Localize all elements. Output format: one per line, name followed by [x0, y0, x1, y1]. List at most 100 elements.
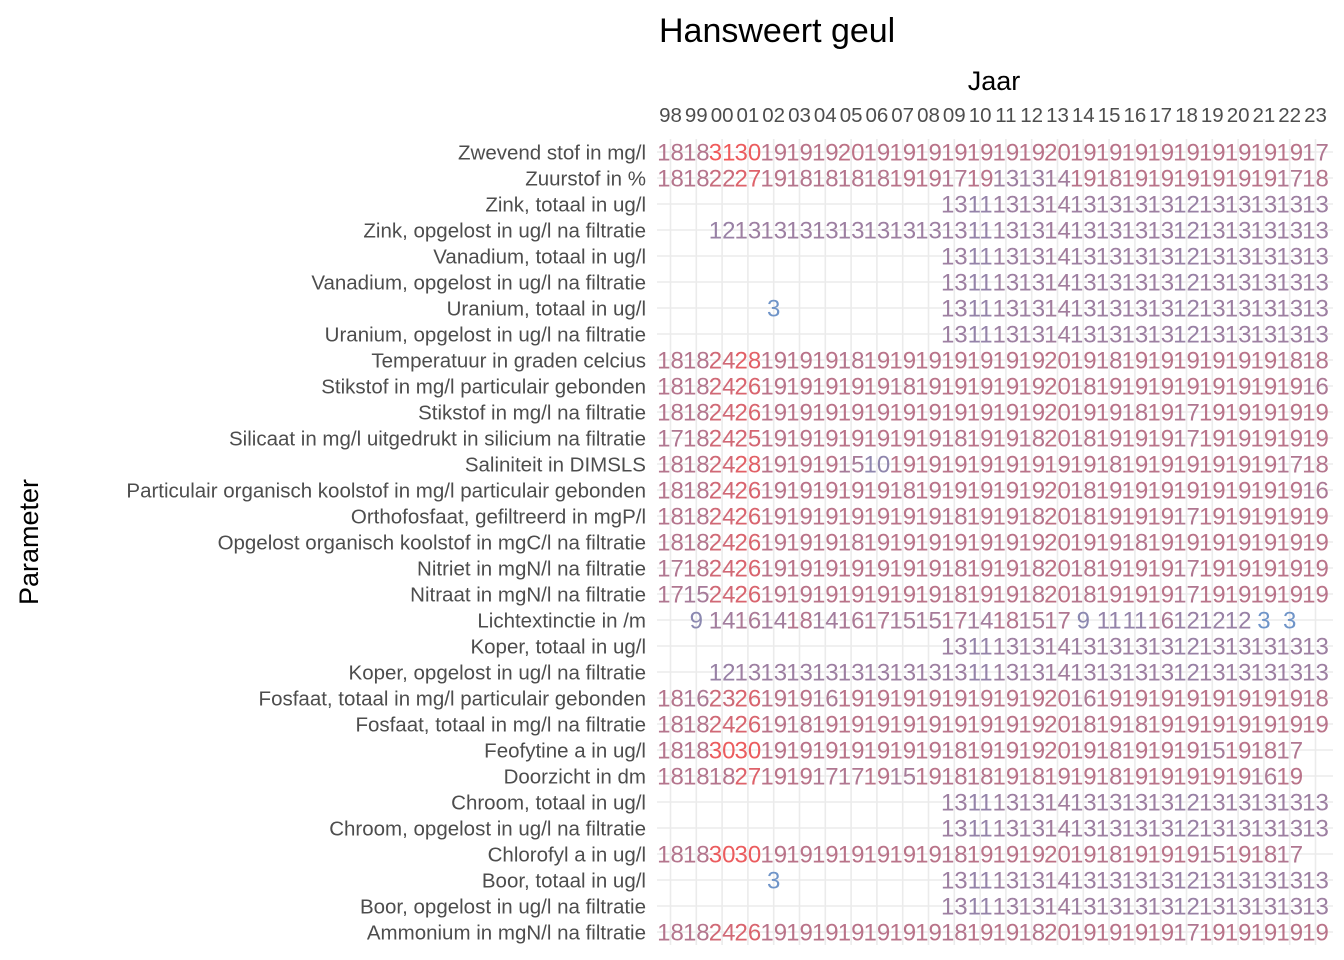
- cell-value: 18: [941, 842, 968, 869]
- cell-value: 19: [967, 842, 994, 869]
- cell-value: 19: [1199, 348, 1226, 375]
- cell-value: 19: [1199, 452, 1226, 479]
- cell-value: 19: [812, 738, 839, 765]
- cell-value: 14: [760, 608, 787, 635]
- cell-value: 13: [1199, 790, 1226, 817]
- cell-value: 18: [683, 140, 710, 167]
- cell-value: 20: [1044, 530, 1071, 557]
- cell-value: 13: [1018, 660, 1045, 687]
- cell-value: 19: [1173, 478, 1200, 505]
- cell-value: 19: [1173, 348, 1200, 375]
- cell-value: 19: [1251, 374, 1278, 401]
- x-tick-label: 03: [788, 104, 811, 127]
- cell-value: 13: [1070, 270, 1097, 297]
- cell-value: 17: [1276, 166, 1303, 193]
- cell-value: 13: [1018, 296, 1045, 323]
- cell-value: 19: [1276, 504, 1303, 531]
- cell-value: 9: [690, 608, 703, 635]
- cell-value: 13: [1302, 244, 1329, 271]
- cell-value: 19: [1173, 686, 1200, 713]
- cell-value: 19: [915, 140, 942, 167]
- cell-value: 19: [786, 842, 813, 869]
- cell-value: 18: [1122, 530, 1149, 557]
- cell-value: 19: [812, 504, 839, 531]
- cell-value: 13: [993, 270, 1020, 297]
- y-tick-label: Boor, opgelost in ug/l na filtratie: [360, 896, 646, 919]
- cell-value: 26: [735, 582, 762, 609]
- cell-value: 18: [657, 920, 684, 947]
- cell-value: 19: [915, 348, 942, 375]
- cell-value: 20: [1044, 712, 1071, 739]
- cell-value: 18: [941, 738, 968, 765]
- cell-value: 13: [993, 634, 1020, 661]
- cell-value: 19: [786, 582, 813, 609]
- cell-value: 19: [1225, 140, 1252, 167]
- cell-value: 19: [1199, 582, 1226, 609]
- cell-value: 19: [1018, 738, 1045, 765]
- x-tick-label: 18: [1175, 104, 1198, 127]
- cell-value: 16: [1302, 374, 1329, 401]
- cell-value: 19: [1147, 140, 1174, 167]
- cell-value: 18: [941, 426, 968, 453]
- cell-value: 13: [1251, 218, 1278, 245]
- cell-value: 19: [1122, 764, 1149, 791]
- cell-value: 13: [1199, 894, 1226, 921]
- cell-value: 13: [1147, 192, 1174, 219]
- cell-value: 19: [786, 738, 813, 765]
- cell-value: 19: [1199, 764, 1226, 791]
- cell-value: 11: [968, 270, 993, 297]
- cell-value: 19: [889, 738, 916, 765]
- x-tick-label: 11: [995, 104, 1016, 127]
- cell-value: 18: [1070, 478, 1097, 505]
- cell-value: 13: [1147, 894, 1174, 921]
- cell-value: 19: [1225, 738, 1252, 765]
- x-tick-label: 23: [1304, 104, 1327, 127]
- cell-value: 17: [864, 608, 891, 635]
- cell-value: 19: [1147, 452, 1174, 479]
- cell-value: 18: [786, 712, 813, 739]
- cell-value: 13: [1070, 816, 1097, 843]
- cell-value: 19: [967, 712, 994, 739]
- cell-value: 19: [1070, 452, 1097, 479]
- cell-value: 13: [1225, 894, 1252, 921]
- cell-value: 19: [1096, 712, 1123, 739]
- x-tick-label: 99: [685, 104, 708, 127]
- cell-value: 19: [760, 842, 787, 869]
- cell-value: 13: [1302, 868, 1329, 895]
- cell-value: 19: [760, 764, 787, 791]
- cell-value: 19: [889, 452, 916, 479]
- cell-value: 19: [864, 478, 891, 505]
- cell-value: 12: [1173, 244, 1200, 271]
- cell-value: 19: [786, 348, 813, 375]
- cell-value: 13: [1225, 244, 1252, 271]
- chart-title: Hansweert geul: [659, 12, 895, 50]
- x-tick-label: 08: [917, 104, 940, 127]
- y-tick-label: Chroom, totaal in ug/l: [451, 792, 646, 815]
- cell-value: 19: [786, 426, 813, 453]
- cell-value: 13: [1251, 868, 1278, 895]
- cell-value: 19: [786, 504, 813, 531]
- cell-value: 19: [1122, 582, 1149, 609]
- cell-value: 18: [657, 348, 684, 375]
- y-axis-title: Parameter: [14, 479, 44, 605]
- cell-value: 19: [786, 478, 813, 505]
- cell-value: 13: [941, 270, 968, 297]
- cell-value: 14: [1044, 296, 1071, 323]
- cell-value: 18: [657, 400, 684, 427]
- cell-value: 19: [915, 166, 942, 193]
- cell-value: 19: [1147, 582, 1174, 609]
- cell-value: 19: [1199, 530, 1226, 557]
- y-tick-label: Saliniteit in DIMSLS: [465, 454, 646, 477]
- cell-value: 13: [1302, 816, 1329, 843]
- cell-value: 13: [1199, 322, 1226, 349]
- cell-value: 19: [812, 348, 839, 375]
- cell-value: 13: [812, 218, 839, 245]
- y-tick-label: Ammonium in mgN/l na filtratie: [367, 922, 646, 945]
- cell-value: 13: [1251, 634, 1278, 661]
- cell-value: 30: [735, 738, 762, 765]
- cell-value: 26: [735, 478, 762, 505]
- cell-value: 24: [709, 400, 736, 427]
- cell-value: 19: [1251, 530, 1278, 557]
- cell-value: 13: [941, 244, 968, 271]
- cell-value: 19: [993, 374, 1020, 401]
